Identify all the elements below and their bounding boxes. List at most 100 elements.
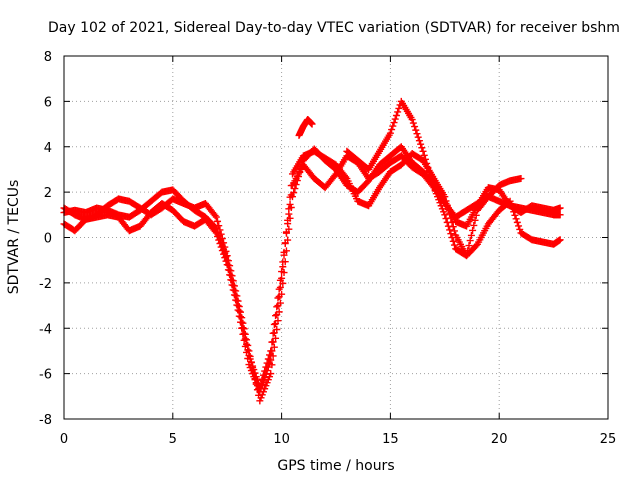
x-tick-label: 0 xyxy=(60,432,68,447)
data-point xyxy=(442,215,450,223)
data-point xyxy=(287,182,295,190)
data-point xyxy=(290,189,298,197)
data-point xyxy=(441,193,449,201)
data-point xyxy=(276,283,284,291)
data-point xyxy=(266,360,274,368)
data-point xyxy=(443,201,451,209)
data-point xyxy=(443,218,451,226)
data-point xyxy=(217,230,225,238)
data-point xyxy=(408,116,416,124)
data-point xyxy=(428,176,436,184)
data-point xyxy=(506,197,514,205)
data-point xyxy=(425,167,433,175)
data-point xyxy=(280,251,288,259)
data-point xyxy=(342,173,350,181)
data-point xyxy=(391,115,399,123)
data-point xyxy=(256,388,264,396)
data-point xyxy=(212,229,220,237)
grid xyxy=(64,56,608,419)
data-point xyxy=(446,210,454,218)
data-point xyxy=(236,318,244,326)
y-tick-label: -2 xyxy=(39,277,52,292)
data-point xyxy=(218,235,226,243)
data-point xyxy=(239,330,247,338)
x-tick-label: 20 xyxy=(491,432,508,447)
data-point xyxy=(513,218,521,226)
data-point xyxy=(280,269,288,277)
data-point xyxy=(243,348,251,356)
data-point xyxy=(223,261,231,269)
data-point xyxy=(279,279,287,287)
data-series-3 xyxy=(60,147,564,396)
data-point xyxy=(272,334,280,342)
y-tick-label: 0 xyxy=(44,232,52,247)
data-point xyxy=(286,193,294,201)
data-point xyxy=(450,241,458,249)
plot-frame xyxy=(63,55,609,420)
data-point xyxy=(392,111,400,119)
data-point xyxy=(259,377,267,385)
data-point xyxy=(269,352,277,360)
data-point xyxy=(517,175,525,183)
data-point xyxy=(417,140,425,148)
axes: 0 5 10 15 20 25 -8 -6 -4 -2 0 2 4 6 8 xyxy=(39,50,616,447)
data-point xyxy=(418,144,426,152)
data-point xyxy=(292,181,300,189)
data-point xyxy=(415,137,423,145)
data-point xyxy=(267,356,275,364)
data-point xyxy=(274,302,282,310)
data-point xyxy=(232,296,240,304)
data-point xyxy=(273,303,281,311)
data-point xyxy=(284,216,292,224)
y-tick-label: 8 xyxy=(44,50,52,65)
data-point xyxy=(217,243,225,251)
data-point xyxy=(413,130,421,138)
data-point xyxy=(216,226,224,234)
data-point xyxy=(556,204,564,212)
data-point xyxy=(390,119,398,127)
data-point xyxy=(471,216,479,224)
data-point xyxy=(469,226,477,234)
data-point xyxy=(214,232,222,240)
data-point xyxy=(233,301,241,309)
data-point xyxy=(556,236,564,244)
data-point xyxy=(234,306,242,314)
data-point xyxy=(516,225,524,233)
data-points xyxy=(60,97,564,405)
data-point xyxy=(257,384,265,392)
data-point xyxy=(266,351,274,359)
data-point xyxy=(279,263,287,271)
data-point xyxy=(282,228,290,236)
data-point xyxy=(423,159,431,167)
data-point xyxy=(449,237,457,245)
data-point xyxy=(230,291,238,299)
data-point xyxy=(424,163,432,171)
data-point xyxy=(270,343,278,351)
data-series-4 xyxy=(295,97,525,260)
y-tick-label: -6 xyxy=(39,368,52,383)
data-point xyxy=(235,312,243,320)
data-point xyxy=(450,227,458,235)
data-point xyxy=(215,222,223,230)
data-point xyxy=(447,230,455,238)
data-point xyxy=(444,222,452,230)
data-point xyxy=(273,311,281,319)
data-point xyxy=(220,239,228,247)
data-point xyxy=(507,201,515,209)
data-point xyxy=(463,252,471,260)
chart-title: Day 102 of 2021, Sidereal Day-to-day VTE… xyxy=(48,20,620,36)
x-tick-label: 15 xyxy=(382,432,399,447)
data-point xyxy=(441,211,449,219)
data-point xyxy=(472,242,480,250)
data-point xyxy=(211,212,219,220)
y-tick-label: -4 xyxy=(39,322,52,337)
data-point xyxy=(429,180,437,188)
data-point xyxy=(270,320,278,328)
data-point xyxy=(218,247,226,255)
data-point xyxy=(465,242,473,250)
data-point xyxy=(508,204,516,212)
y-tick-label: -8 xyxy=(39,413,52,428)
data-point xyxy=(285,205,293,213)
data-point xyxy=(331,171,339,179)
